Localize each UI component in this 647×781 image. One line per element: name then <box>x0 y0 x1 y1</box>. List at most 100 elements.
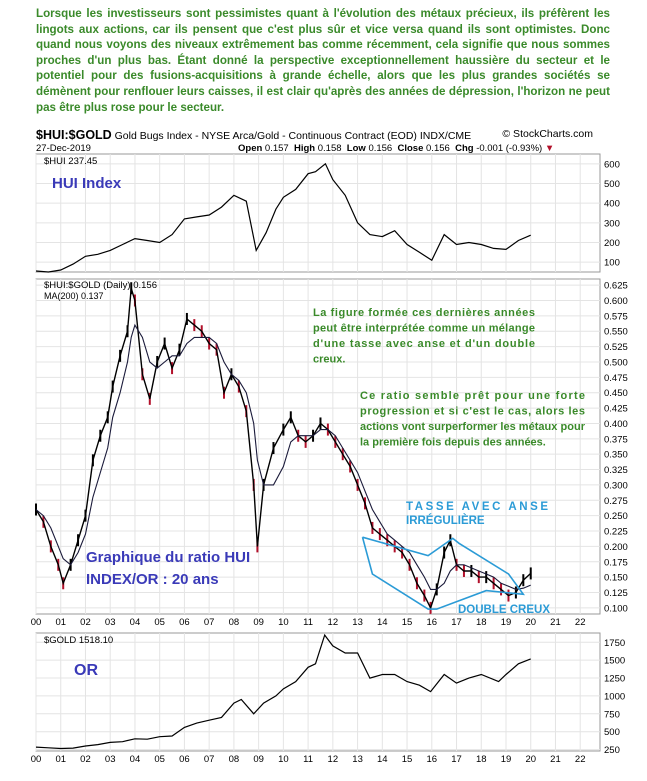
ratio-ytick-label: 0.525 <box>604 342 628 353</box>
ann2-line: Ce ratio semble prêt pour une forte <box>360 390 585 402</box>
ratio-ytick-label: 0.550 <box>604 327 628 338</box>
ratio-panel-series <box>35 282 532 614</box>
gold-panel-series <box>35 633 531 750</box>
hui-ytick-label: 500 <box>604 179 620 190</box>
ratio-xtick-label: 12 <box>328 617 339 628</box>
ratio-ytick-label: 0.325 <box>604 465 628 476</box>
ratio-ytick-label: 0.350 <box>604 450 628 461</box>
ratio-xtick-label: 02 <box>80 617 91 628</box>
high-value: 0.158 <box>317 143 342 154</box>
gold-xtick-label: 04 <box>130 754 141 765</box>
pattern-label-cup-line2: IRRÉGULIÈRE <box>406 514 485 527</box>
ratio-xtick-label: 06 <box>179 617 190 628</box>
down-triangle-icon: ▼ <box>544 143 555 154</box>
low-label: Low <box>346 143 366 154</box>
chart-brand: © StockCharts.com <box>502 128 593 140</box>
ratio-ytick-label: 0.275 <box>604 496 628 507</box>
ann1-line: d'une tasse avec anse et d'un double <box>313 338 535 350</box>
ratio-xtick-label: 13 <box>352 617 363 628</box>
pattern-label-double-bottom: DOUBLE CREUX <box>458 604 550 616</box>
ratio-xtick-label: 10 <box>278 617 289 628</box>
ratio-xtick-label: 01 <box>55 617 66 628</box>
hui-ytick-label: 300 <box>604 218 620 229</box>
ratio-xtick-label: 15 <box>402 617 413 628</box>
chart-symbol: $HUI:$GOLD <box>36 128 112 142</box>
ratio-ma-line <box>35 323 531 590</box>
gold-xtick-label: 06 <box>179 754 190 765</box>
ratio-ytick-label: 0.250 <box>604 511 628 522</box>
gold-xtick-label: 17 <box>451 754 462 765</box>
ratio-xtick-label: 11 <box>303 617 313 628</box>
ratio-ytick-label: 0.425 <box>604 404 628 415</box>
ratio-xtick-label: 03 <box>105 617 116 628</box>
ratio-xtick-label: 04 <box>130 617 141 628</box>
ratio-ytick-label: 0.500 <box>604 357 628 368</box>
ratio-ytick-label: 0.100 <box>604 603 628 614</box>
intro-paragraph: Lorsque les investisseurs sont pessimist… <box>36 7 610 114</box>
cup-handle-outline <box>361 536 525 610</box>
ratio-ytick-label: 0.375 <box>604 434 628 445</box>
annotation-cup-handle: La figure formée ces dernières années peu… <box>313 307 535 366</box>
ratio-ytick-label: 0.125 <box>604 588 628 599</box>
ann1-line: La figure formée ces dernières années <box>313 307 535 319</box>
low-value: 0.156 <box>368 143 393 154</box>
ratio-overlay-label-line1: Graphique du ratio HUI <box>86 549 250 566</box>
ratio-ytick-label: 0.175 <box>604 557 628 568</box>
hui-line <box>35 162 531 273</box>
ratio-panel-grid <box>35 279 600 614</box>
open-value: 0.157 <box>264 143 289 154</box>
close-label: Close <box>397 143 424 154</box>
gold-xtick-label: 13 <box>352 754 363 765</box>
ratio-pattern-lines <box>361 536 525 610</box>
gold-legend: $GOLD 1518.10 <box>44 635 113 646</box>
ratio-xtick-label: 16 <box>427 617 438 628</box>
chg-label: Chg <box>455 143 474 154</box>
hui-panel-series <box>35 162 531 273</box>
ratio-xtick-label: 09 <box>253 617 264 628</box>
gold-xtick-label: 09 <box>253 754 264 765</box>
chart-description: Gold Bugs Index - NYSE Arca/Gold - Conti… <box>114 130 472 142</box>
annotation-ratio-outlook: Ce ratio semble prêt pour une forte progr… <box>360 390 586 449</box>
gold-xtick-label: 21 <box>550 754 561 765</box>
ratio-ytick-label: 0.475 <box>604 373 628 384</box>
hui-ytick-label: 400 <box>604 199 620 210</box>
gold-xtick-label: 18 <box>476 754 487 765</box>
gold-xtick-label: 14 <box>377 754 388 765</box>
ratio-xtick-label: 08 <box>229 617 240 628</box>
gold-xtick-label: 22 <box>575 754 586 765</box>
ratio-xtick-label: 19 <box>501 617 512 628</box>
ratio-xtick-label: 20 <box>525 617 536 628</box>
ratio-ytick-label: 0.575 <box>604 311 628 322</box>
chart-header: $HUI:$GOLD Gold Bugs Index - NYSE Arca/G… <box>36 128 471 142</box>
gold-line <box>35 633 531 750</box>
gold-panel-yticks: 250 500 750 1000 1250 1500 1750 <box>604 638 625 756</box>
ratio-xtick-label: 07 <box>204 617 215 628</box>
gold-panel-xticks: 00 01 02 03 04 05 06 07 08 09 10 11 12 13 14 15 16 17 18 19… <box>31 754 586 765</box>
hui-panel-grid <box>35 154 600 272</box>
hui-ytick-label: 100 <box>604 258 620 269</box>
gold-xtick-label: 08 <box>229 754 240 765</box>
ratio-xtick-label: 21 <box>550 617 561 628</box>
chg-value: -0.001 (-0.93%) <box>476 143 543 154</box>
hui-ytick-label: 200 <box>604 238 620 249</box>
ratio-ytick-label: 0.400 <box>604 419 628 430</box>
gold-xtick-label: 03 <box>105 754 116 765</box>
ratio-ytick-label: 0.200 <box>604 542 628 553</box>
hui-panel-yticks: 100 200 300 400 500 600 <box>604 159 620 268</box>
ann2-line: progression et si c'est le cas, alors le… <box>360 406 585 418</box>
ann2-line: la première fois depuis des années. <box>360 437 546 449</box>
gold-xtick-label: 01 <box>55 754 66 765</box>
ratio-panel-xticks: 00 01 02 03 04 05 06 07 08 09 10 11 12 13 14 15 16 17 18 19… <box>31 617 586 628</box>
ratio-ma-legend: MA(200) 0.137 <box>44 291 104 301</box>
ratio-ytick-label: 0.150 <box>604 573 628 584</box>
gold-ytick-label: 500 <box>604 727 620 738</box>
gold-ytick-label: 1500 <box>604 656 625 667</box>
gold-ytick-label: 750 <box>604 709 620 720</box>
ratio-line <box>35 287 532 610</box>
close-value: 0.156 <box>426 143 450 154</box>
ratio-panel-yticks: 0.100 0.125 0.150 0.175 0.200 0.225 0.250 0.275… <box>604 281 628 615</box>
gold-xtick-label: 11 <box>303 754 313 765</box>
gold-panel-grid <box>35 633 600 751</box>
open-label: Open <box>238 143 263 154</box>
